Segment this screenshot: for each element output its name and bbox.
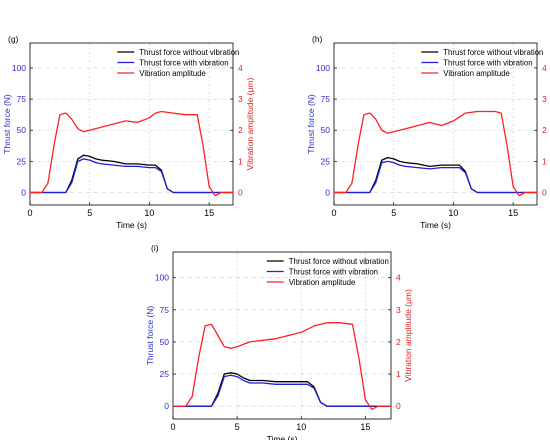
plot-frame: [29, 42, 234, 206]
chart-panel-3: 0 5 10 15 0 25 50 75 100 0 1 2 3 4 Time (s) Thrust forc…: [145, 243, 413, 440]
y-right-tick-label: 2: [396, 337, 401, 347]
chart-panel-1: 0 5 10 15 0 25 50 75 100 0 1 2 3 4 Time (s) Thrust forc…: [2, 34, 255, 230]
y-right-tick-label: 3: [396, 305, 401, 315]
y-left-tick-label: 75: [17, 94, 27, 104]
y-right-axis-label: Vibration amplitude (μm): [403, 289, 413, 382]
series-line-with: [30, 158, 233, 194]
y-right-tick-label: 1: [238, 156, 243, 166]
y-left-axis-label: Thrust force (N): [145, 306, 155, 366]
y-left-tick-label: 100: [155, 273, 169, 283]
x-axis-label: Time (s): [267, 434, 298, 440]
panel-label: (g): [8, 34, 19, 44]
x-axis-label: Time (s): [116, 220, 147, 230]
legend-label: Thrust force with vibration: [443, 59, 532, 68]
y-left-tick-label: 75: [160, 305, 170, 315]
y-right-tick-label: 4: [542, 63, 547, 73]
y-right-tick-label: 2: [542, 125, 547, 135]
y-left-tick-label: 75: [321, 94, 331, 104]
plot-frame: [333, 42, 538, 206]
x-tick-label: 10: [296, 422, 306, 432]
x-tick-label: 5: [235, 422, 240, 432]
y-right-tick-label: 1: [542, 156, 547, 166]
series-line-without: [334, 156, 537, 194]
y-right-tick-label: 4: [238, 63, 243, 73]
x-tick-label: 10: [144, 208, 154, 218]
series-line-with: [173, 374, 391, 407]
y-left-tick-label: 100: [316, 63, 330, 73]
y-left-tick-label: 100: [12, 63, 26, 73]
y-right-tick-label: 0: [542, 188, 547, 198]
x-tick-label: 0: [27, 208, 32, 218]
legend-label: Thrust force without vibration: [289, 257, 389, 266]
y-right-tick-label: 4: [396, 273, 401, 283]
x-tick-label: 15: [204, 208, 214, 218]
y-left-axis-label: Thrust force (N): [2, 94, 12, 154]
y-right-tick-label: 3: [542, 94, 547, 104]
chart-panel-2: 0 5 10 15 0 25 50 75 100 0 1 2 3 4 Time (s) Thrust forc…: [306, 34, 550, 230]
y-right-tick-label: 1: [396, 369, 401, 379]
y-left-tick-label: 0: [164, 401, 169, 411]
y-left-tick-label: 0: [325, 188, 330, 198]
y-left-tick-label: 50: [160, 337, 170, 347]
y-left-tick-label: 0: [21, 188, 26, 198]
series-line-amp: [173, 322, 391, 411]
legend-label: Vibration amplitude: [139, 69, 206, 78]
legend-label: Thrust force without vibration: [139, 48, 239, 57]
y-left-tick-label: 50: [321, 125, 331, 135]
panel-label: (h): [312, 34, 323, 44]
legend-label: Vibration amplitude: [443, 69, 510, 78]
plot-frame: [172, 251, 392, 420]
y-left-tick-label: 25: [160, 369, 170, 379]
legend-label: Thrust force with vibration: [139, 59, 228, 68]
legend-label: Thrust force without vibration: [443, 48, 543, 57]
series-line-without: [30, 154, 233, 194]
y-left-tick-label: 25: [321, 156, 331, 166]
x-axis-label: Time (s): [420, 220, 451, 230]
y-right-axis-label: Vibration amplitude (μm): [245, 78, 255, 171]
x-tick-label: 0: [331, 208, 336, 218]
y-left-tick-label: 50: [17, 125, 27, 135]
y-left-axis-label: Thrust force (N): [306, 94, 316, 154]
series-line-amp: [30, 110, 233, 197]
y-right-tick-label: 2: [238, 125, 243, 135]
legend-label: Thrust force with vibration: [289, 268, 378, 277]
panel-label: (i): [151, 243, 159, 253]
x-tick-label: 15: [360, 422, 370, 432]
x-tick-label: 5: [391, 208, 396, 218]
y-right-tick-label: 0: [396, 401, 401, 411]
series-line-with: [334, 160, 537, 194]
x-tick-label: 0: [170, 422, 175, 432]
series-line-amp: [334, 110, 537, 197]
legend-label: Vibration amplitude: [289, 278, 356, 287]
x-tick-label: 15: [508, 208, 518, 218]
y-left-tick-label: 25: [17, 156, 27, 166]
series-line-without: [173, 372, 391, 407]
x-tick-label: 5: [87, 208, 92, 218]
x-tick-label: 10: [448, 208, 458, 218]
y-right-tick-label: 0: [238, 188, 243, 198]
y-right-tick-label: 3: [238, 94, 243, 104]
